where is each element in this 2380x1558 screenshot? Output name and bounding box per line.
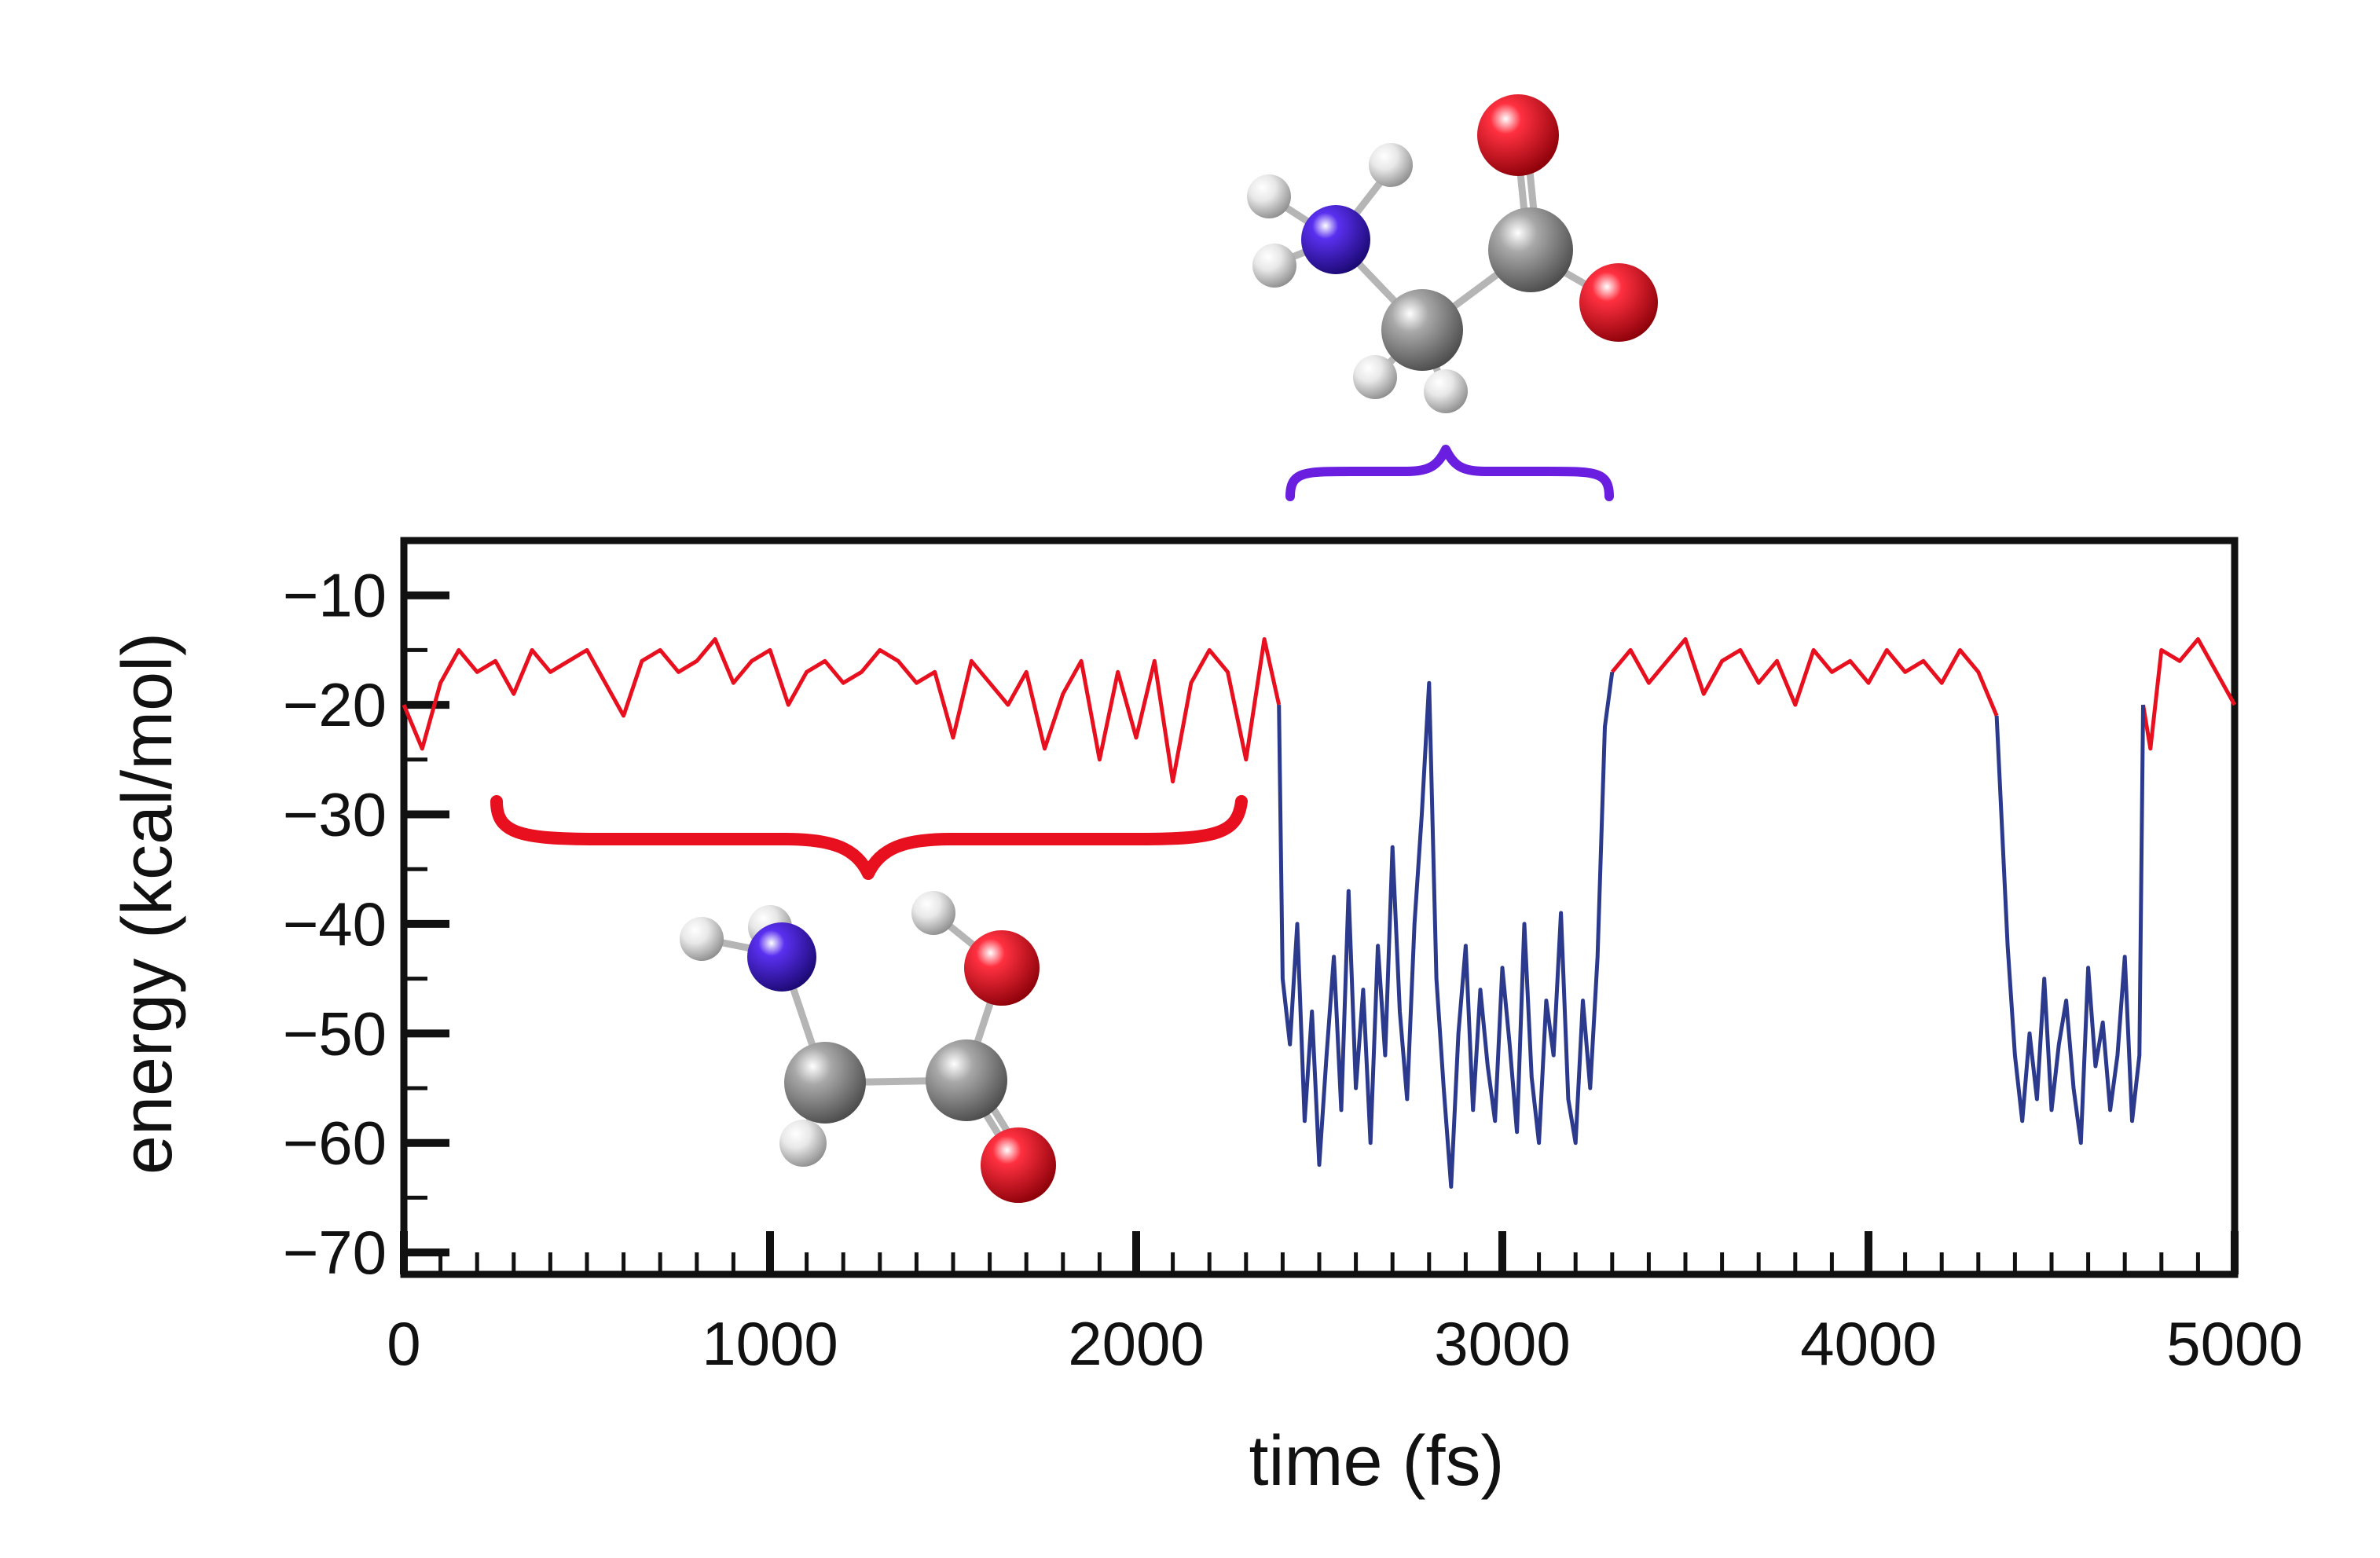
nitrogen-atom bbox=[747, 922, 816, 992]
x-tick-label: 5000 bbox=[2166, 1309, 2303, 1378]
hydrogen-atom bbox=[779, 1120, 827, 1167]
hydrogen-atom bbox=[1353, 355, 1397, 399]
x-tick-label: 4000 bbox=[1800, 1309, 1937, 1378]
carbon-atom bbox=[1381, 289, 1463, 371]
y-tick-label: −40 bbox=[283, 889, 387, 959]
hydrogen-atom bbox=[1424, 369, 1468, 413]
oxygen-atom bbox=[964, 930, 1040, 1006]
hydrogen-atom bbox=[1247, 174, 1291, 218]
energy-line-low bbox=[1277, 671, 1615, 1189]
hydrogen-atom bbox=[680, 917, 724, 961]
hydrogen-atom bbox=[1369, 143, 1413, 187]
y-tick-label: −30 bbox=[283, 780, 387, 849]
y-axis: −10 −20 −30 −40 −50 −60 −70 bbox=[283, 561, 449, 1287]
high-energy-brace bbox=[490, 795, 1248, 880]
x-tick-label: 2000 bbox=[1068, 1309, 1205, 1378]
low-energy-brace bbox=[1285, 445, 1614, 501]
y-tick-label: −70 bbox=[283, 1218, 387, 1287]
energy-line-high bbox=[2141, 637, 2237, 751]
carbon-atom bbox=[1488, 207, 1573, 292]
y-tick-label: −10 bbox=[283, 561, 387, 630]
oxygen-atom bbox=[1579, 263, 1658, 342]
energy-line-high bbox=[1610, 637, 1999, 717]
y-tick-label: −50 bbox=[283, 999, 387, 1068]
x-tick-label: 0 bbox=[387, 1309, 420, 1378]
y-tick-label: −20 bbox=[283, 670, 387, 739]
y-tick-label: −60 bbox=[283, 1109, 387, 1178]
molecule-top-illustration bbox=[1247, 94, 1658, 413]
oxygen-atom bbox=[1477, 94, 1559, 176]
energy-line-low bbox=[1994, 705, 2145, 1146]
series-layer bbox=[402, 637, 2237, 1189]
hydrogen-atom bbox=[1252, 244, 1296, 288]
oxygen-atom bbox=[981, 1127, 1056, 1203]
energy-line-high bbox=[402, 637, 1282, 784]
x-axis-title: time (fs) bbox=[1249, 1422, 1505, 1501]
hydrogen-atom bbox=[911, 891, 955, 935]
x-tick-label: 1000 bbox=[702, 1309, 838, 1378]
y-axis-title: energy (kcal/mol) bbox=[108, 632, 187, 1175]
carbon-atom bbox=[926, 1039, 1007, 1121]
x-tick-label: 3000 bbox=[1434, 1309, 1571, 1378]
carbon-atom bbox=[784, 1042, 866, 1124]
nitrogen-atom bbox=[1301, 205, 1370, 274]
x-axis: 0 1000 2000 3000 4000 5000 bbox=[387, 1231, 2303, 1378]
molecule-bottom-illustration bbox=[680, 891, 1056, 1203]
